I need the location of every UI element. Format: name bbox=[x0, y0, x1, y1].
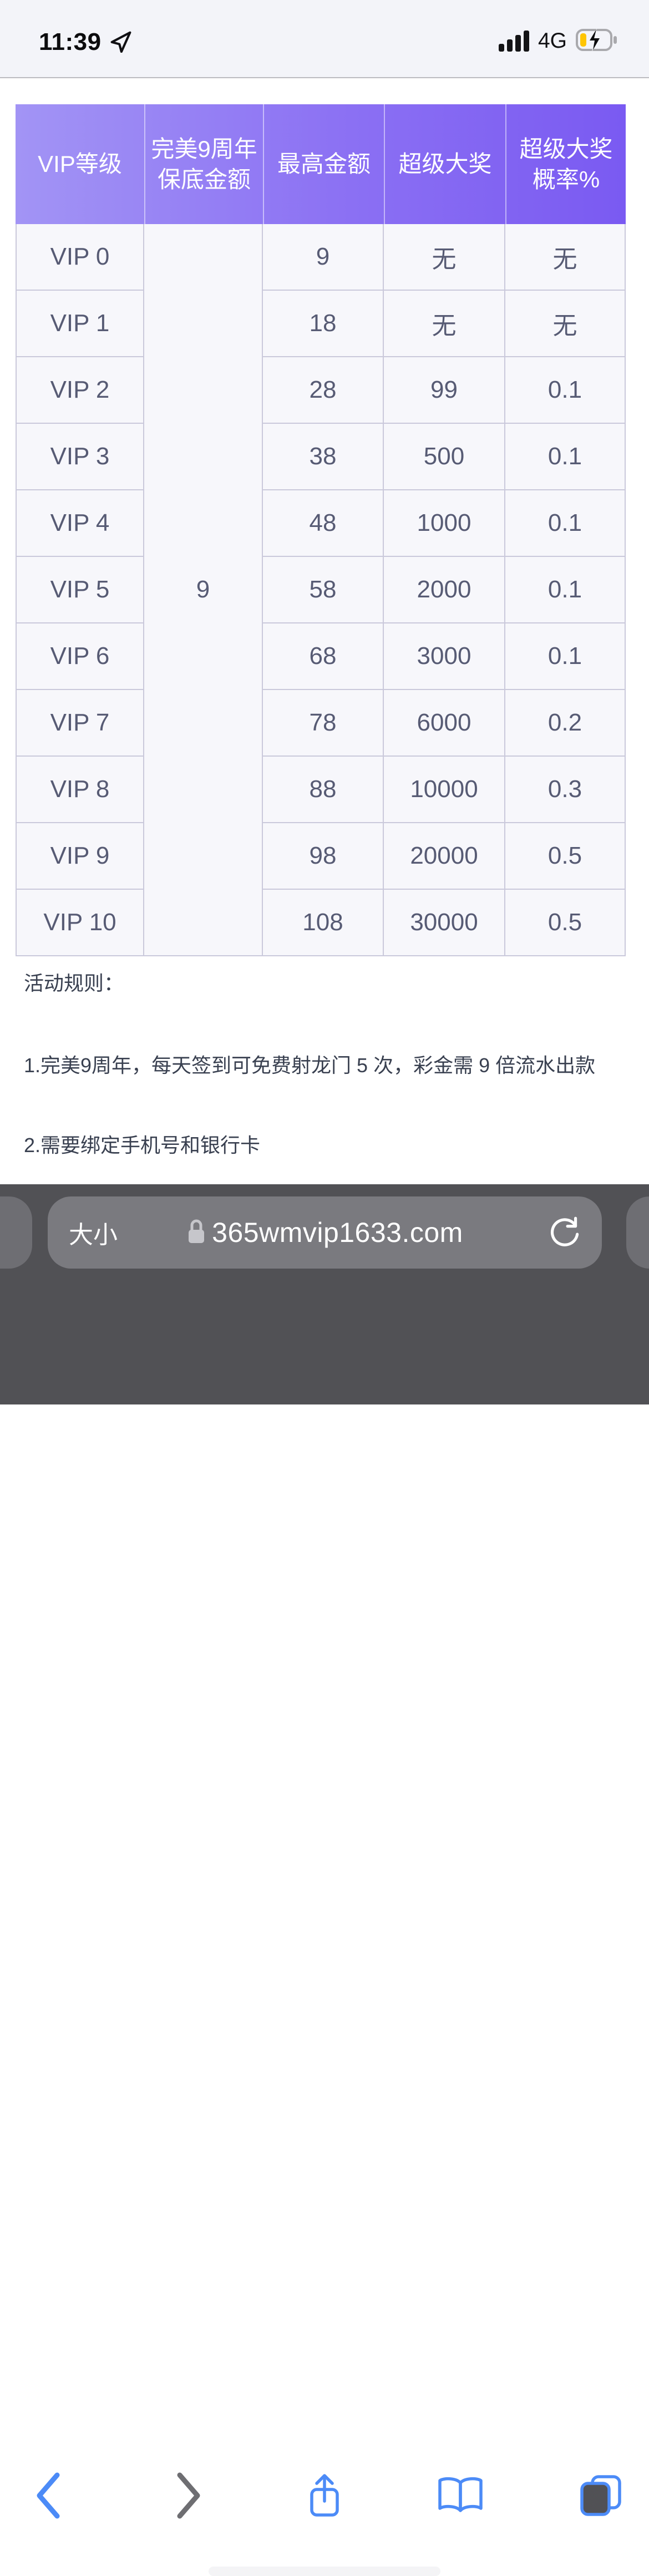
super-prize-cell: 3000 bbox=[384, 623, 505, 690]
super-prize-cell: 10000 bbox=[384, 757, 505, 823]
header-super-prize: 超级大奖 bbox=[384, 104, 505, 224]
table-row: VIP 2 28 99 0.1 bbox=[16, 357, 626, 424]
super-prize-rate-cell: 0.3 bbox=[505, 757, 626, 823]
previous-tab-fragment[interactable] bbox=[0, 1196, 32, 1269]
table-row: VIP 1 18 无 无 bbox=[16, 291, 626, 357]
rule-item-1: 1.完美9周年，每天签到可免费射龙门 5 次，彩金需 9 倍流水出款 bbox=[24, 1054, 596, 1077]
super-prize-cell: 20000 bbox=[384, 823, 505, 890]
vip-level-cell: VIP 8 bbox=[16, 757, 144, 823]
home-indicator[interactable] bbox=[209, 2567, 440, 2576]
max-amount-cell: 98 bbox=[263, 823, 384, 890]
super-prize-rate-cell: 0.1 bbox=[505, 490, 626, 557]
status-bar: 11:39 4G bbox=[0, 0, 649, 78]
vip-level-cell: VIP 9 bbox=[16, 823, 144, 890]
super-prize-cell: 30000 bbox=[384, 890, 505, 956]
super-prize-cell: 2000 bbox=[384, 557, 505, 623]
super-prize-cell: 6000 bbox=[384, 690, 505, 757]
max-amount-cell: 28 bbox=[263, 357, 384, 424]
super-prize-rate-cell: 0.1 bbox=[505, 623, 626, 690]
vip-level-cell: VIP 1 bbox=[16, 291, 144, 357]
tabs-icon[interactable] bbox=[579, 2474, 622, 2520]
super-prize-rate-cell: 0.1 bbox=[505, 557, 626, 623]
max-amount-cell: 68 bbox=[263, 623, 384, 690]
super-prize-cell: 500 bbox=[384, 424, 505, 490]
battery-charging-icon bbox=[576, 28, 619, 54]
table-row: VIP 8 88 10000 0.3 bbox=[16, 757, 626, 823]
vip-level-cell: VIP 6 bbox=[16, 623, 144, 690]
share-icon[interactable] bbox=[307, 2472, 342, 2522]
max-amount-cell: 108 bbox=[263, 890, 384, 956]
max-amount-cell: 18 bbox=[263, 291, 384, 357]
lock-icon bbox=[186, 1218, 206, 1248]
vip-level-cell: VIP 10 bbox=[16, 890, 144, 956]
table-row: VIP 10 108 30000 0.5 bbox=[16, 890, 626, 956]
super-prize-cell: 1000 bbox=[384, 490, 505, 557]
status-indicators: 4G bbox=[498, 28, 619, 54]
table-row: VIP 4 48 1000 0.1 bbox=[16, 490, 626, 557]
vip-table: VIP等级 完美9周年 保底金额 最高金额 超级大奖 超级大奖 概率% VIP … bbox=[16, 104, 626, 956]
table-row: VIP 6 68 3000 0.1 bbox=[16, 623, 626, 690]
super-prize-rate-cell: 0.5 bbox=[505, 823, 626, 890]
header-vip-level: VIP等级 bbox=[38, 151, 122, 178]
super-prize-rate-cell: 无 bbox=[505, 291, 626, 357]
vip-level-cell: VIP 7 bbox=[16, 690, 144, 757]
rules-title: 活动规则： bbox=[24, 972, 124, 995]
table-row: VIP 9 98 20000 0.5 bbox=[16, 823, 626, 890]
safari-bottom-bar: 大小 365wmvip1633.com bbox=[0, 1184, 649, 2576]
forward-button[interactable] bbox=[175, 2472, 202, 2522]
vip-level-cell: VIP 4 bbox=[16, 490, 144, 557]
next-tab-fragment[interactable] bbox=[626, 1196, 649, 1269]
super-prize-rate-cell: 0.1 bbox=[505, 424, 626, 490]
super-prize-cell: 无 bbox=[384, 224, 505, 291]
super-prize-rate-cell: 0.1 bbox=[505, 357, 626, 424]
super-prize-rate-cell: 0.5 bbox=[505, 890, 626, 956]
url-text: 365wmvip1633.com bbox=[212, 1217, 463, 1248]
super-prize-rate-cell: 无 bbox=[505, 224, 626, 291]
network-type-label: 4G bbox=[538, 29, 567, 53]
super-prize-rate-cell: 0.2 bbox=[505, 690, 626, 757]
super-prize-cell: 99 bbox=[384, 357, 505, 424]
header-super-prize-rate: 超级大奖 概率% bbox=[505, 104, 626, 224]
max-amount-cell: 88 bbox=[263, 757, 384, 823]
table-header-row: VIP等级 完美9周年 保底金额 最高金额 超级大奖 超级大奖 概率% bbox=[16, 104, 626, 224]
max-amount-cell: 48 bbox=[263, 490, 384, 557]
max-amount-cell: 78 bbox=[263, 690, 384, 757]
cellular-signal-icon bbox=[498, 31, 529, 52]
table-row: VIP 5 58 2000 0.1 bbox=[16, 557, 626, 623]
table-row: VIP 3 38 500 0.1 bbox=[16, 424, 626, 490]
max-amount-cell: 38 bbox=[263, 424, 384, 490]
location-arrow-icon bbox=[110, 31, 132, 55]
address-bar[interactable]: 大小 365wmvip1633.com bbox=[48, 1196, 602, 1269]
bookmarks-icon[interactable] bbox=[437, 2476, 484, 2518]
super-prize-cell: 无 bbox=[384, 291, 505, 357]
header-guaranteed-amount: 完美9周年 保底金额 bbox=[144, 104, 263, 224]
text-size-button[interactable]: 大小 bbox=[69, 1221, 118, 1249]
guaranteed-amount-cell: 9 bbox=[144, 224, 263, 956]
reload-icon[interactable] bbox=[549, 1215, 583, 1250]
max-amount-cell: 9 bbox=[263, 224, 384, 291]
vip-level-cell: VIP 3 bbox=[16, 424, 144, 490]
table-row: VIP 7 78 6000 0.2 bbox=[16, 690, 626, 757]
vip-level-cell: VIP 5 bbox=[16, 557, 144, 623]
vip-level-cell: VIP 0 bbox=[16, 224, 144, 291]
clock: 11:39 bbox=[39, 28, 102, 55]
vip-level-cell: VIP 2 bbox=[16, 357, 144, 424]
rule-item-2: 2.需要绑定手机号和银行卡 bbox=[24, 1134, 261, 1157]
max-amount-cell: 58 bbox=[263, 557, 384, 623]
header-max-amount: 最高金额 bbox=[263, 104, 384, 224]
back-button[interactable] bbox=[35, 2472, 62, 2522]
